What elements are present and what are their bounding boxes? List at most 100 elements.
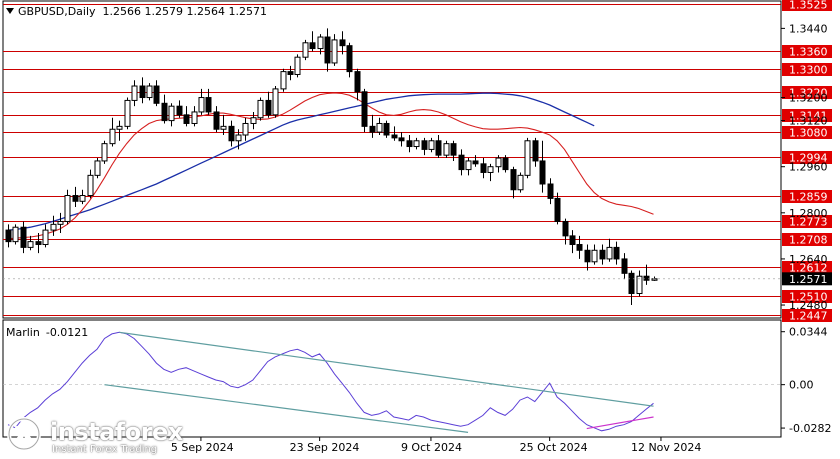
candle [413, 137, 420, 150]
candle-body [139, 85, 146, 99]
candle-body [628, 272, 635, 295]
level-label-bg-12 [782, 309, 832, 322]
candle-body [599, 249, 606, 260]
level-label-bg-0 [782, 0, 832, 11]
candle [621, 253, 628, 280]
candle [228, 120, 235, 147]
candle-body [458, 154, 465, 171]
candle-body [421, 140, 428, 150]
candle [435, 135, 442, 159]
candle [339, 31, 346, 55]
candle-body [606, 246, 613, 260]
candle-body [502, 157, 509, 171]
level-label-3: 1.3220 [789, 87, 828, 100]
oscillator-line [7, 331, 654, 432]
candle [198, 88, 205, 115]
candle-body [131, 85, 138, 101]
candle-body [191, 111, 198, 124]
candle [510, 166, 517, 199]
level-label-bg-5 [782, 126, 832, 139]
candle [606, 238, 613, 262]
candle [139, 77, 146, 104]
candle [406, 135, 413, 153]
candle-body [242, 122, 249, 136]
candle [235, 129, 242, 150]
candle-body [198, 97, 205, 113]
candle [532, 137, 539, 167]
candle-body [87, 174, 94, 197]
candle [517, 172, 524, 193]
logo-wordmark: instaforex [50, 418, 183, 446]
candle [57, 212, 64, 233]
candle [5, 224, 12, 248]
candle-body [72, 195, 79, 202]
candle [354, 68, 361, 101]
candle [287, 65, 294, 81]
candle [346, 42, 353, 78]
candle [79, 189, 86, 205]
candle [613, 241, 620, 265]
candle [398, 132, 405, 147]
candle [27, 235, 34, 251]
candle [250, 111, 257, 130]
candle [428, 137, 435, 153]
indicator-value: -0.0121 [45, 326, 89, 339]
candle-body [161, 102, 168, 122]
candle-body [435, 140, 442, 156]
candle-body [116, 125, 123, 130]
candle-body [250, 117, 257, 124]
level-label-11: 1.2510 [789, 291, 828, 304]
candle [331, 34, 338, 66]
candle-body [517, 174, 524, 191]
candle-body [428, 140, 435, 150]
candle-body [487, 166, 494, 173]
candle-body [472, 160, 479, 165]
candle [272, 86, 279, 118]
level-label-4: 1.3141 [789, 110, 828, 123]
candle [213, 106, 220, 133]
candle [480, 158, 487, 179]
candle-body [354, 71, 361, 93]
price-tick-label-4: 1.2800 [789, 207, 828, 220]
candle [168, 103, 175, 127]
candle-body [257, 99, 264, 119]
candle-body [346, 45, 353, 73]
candle [124, 97, 131, 130]
candle [161, 94, 168, 124]
candle-body [383, 122, 390, 136]
current-price-label-bg [782, 272, 832, 286]
candle [576, 235, 583, 259]
candle-body [339, 39, 346, 47]
osc-tick-label-0: 0.0344 [789, 326, 828, 339]
candle-body [153, 85, 160, 104]
candle [524, 137, 531, 179]
candle-body [613, 246, 620, 260]
level-label-12: 1.2447 [789, 310, 828, 323]
price-tick-label-0: 1.3440 [789, 22, 828, 35]
candle-body [272, 88, 279, 116]
time-label-1: 23 Sep 2024 [290, 441, 360, 454]
collapse-triangle-icon[interactable] [6, 8, 14, 14]
candle [265, 91, 272, 118]
candle [584, 244, 591, 271]
candle [146, 83, 153, 101]
price-tick-label-5: 1.2640 [789, 253, 828, 266]
candle [109, 117, 116, 147]
indicator-name: Marlin [6, 326, 40, 339]
candle-body [5, 229, 12, 243]
candle [183, 106, 190, 127]
candle [502, 155, 509, 173]
candle [12, 224, 19, 245]
candle [131, 80, 138, 107]
instaforex-logo-icon [7, 417, 41, 451]
candle [153, 80, 160, 107]
time-label-0: 5 Sep 2024 [171, 441, 234, 454]
instaforex-logo: instaforex Instant Forex Trading [6, 414, 206, 458]
candle-body [495, 157, 502, 168]
candle [547, 178, 554, 205]
candle-body [450, 143, 457, 156]
candle-body [413, 140, 420, 148]
ohlc-values: 1.2566 1.2579 1.2564 1.2571 [102, 5, 267, 18]
indicator-header: Marlin -0.0121 [6, 326, 94, 339]
candle [554, 192, 561, 225]
